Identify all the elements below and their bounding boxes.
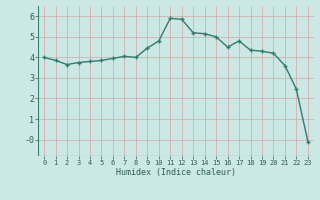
X-axis label: Humidex (Indice chaleur): Humidex (Indice chaleur): [116, 168, 236, 177]
